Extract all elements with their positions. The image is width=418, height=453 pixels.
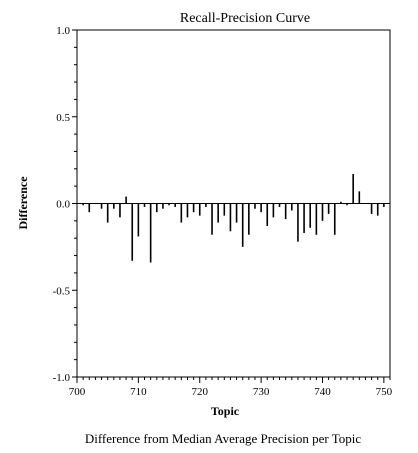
y-tick-label: 0.0	[56, 199, 70, 211]
y-tick-label: 0.5	[56, 112, 70, 124]
y-tick-label: 1.0	[56, 25, 70, 37]
chart-caption: Difference from Median Average Precision…	[85, 431, 362, 446]
y-tick-label: -0.5	[53, 285, 71, 297]
y-axis-title: Difference	[16, 176, 30, 230]
bars	[82, 174, 385, 263]
x-tick-label: 720	[191, 386, 208, 398]
x-tick-label: 740	[314, 386, 331, 398]
minor-ticks	[74, 46, 391, 380]
x-tick-label: 700	[69, 386, 86, 398]
x-axis-title: Topic	[211, 404, 240, 418]
y-axis: -1.0 -0.5 0.0 0.5 1.0	[53, 25, 77, 384]
y-tick-label: -1.0	[53, 372, 71, 384]
x-axis: 700 710 720 730 740 750	[69, 377, 393, 398]
x-tick-label: 730	[253, 386, 270, 398]
chart-title: Recall-Precision Curve	[180, 11, 310, 26]
x-tick-label: 710	[130, 386, 147, 398]
x-tick-label: 750	[376, 386, 393, 398]
